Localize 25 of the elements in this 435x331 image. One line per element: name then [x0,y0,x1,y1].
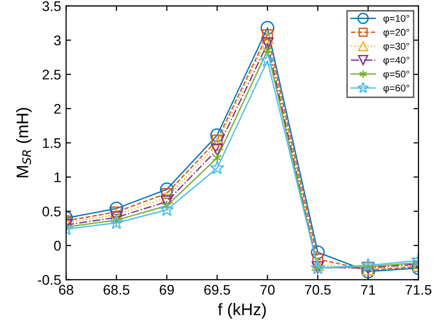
y-tick-label: 1.5 [43,138,61,148]
y-tick-label: -0.5 [38,275,61,285]
y-tick-label: 2.5 [42,70,61,80]
x-axis-title: f (kHz) [218,303,266,319]
legend-label: φ=50° [383,70,410,80]
legend-label: φ=60° [383,84,410,94]
x-tick-label: 68 [59,284,74,295]
x-tick-label: 69 [160,284,174,295]
x-tick-label: 70 [260,284,275,295]
x-tick-label: 71.5 [406,285,432,295]
legend-label: φ=10° [383,14,410,24]
x-tick-label: 69.5 [204,284,230,295]
legend-label: φ=20° [383,28,410,38]
x-tick-label: 70.5 [304,284,331,295]
y-tick-label: 3 [54,36,61,46]
y-axis-title: M$_{SR}$ (mH) [16,108,32,178]
y-tick-label: 3.5 [42,1,61,12]
legend-label: φ=40° [383,56,410,66]
x-tick-label: 71 [361,285,376,295]
legend-label: φ=30° [383,42,410,52]
y-tick-label: 0 [54,240,61,251]
y-tick-label: 2 [54,104,61,114]
x-tick-label: 68.5 [104,284,130,295]
y-tick-label: 0.5 [42,206,61,216]
y-tick-label: 1 [54,172,61,182]
